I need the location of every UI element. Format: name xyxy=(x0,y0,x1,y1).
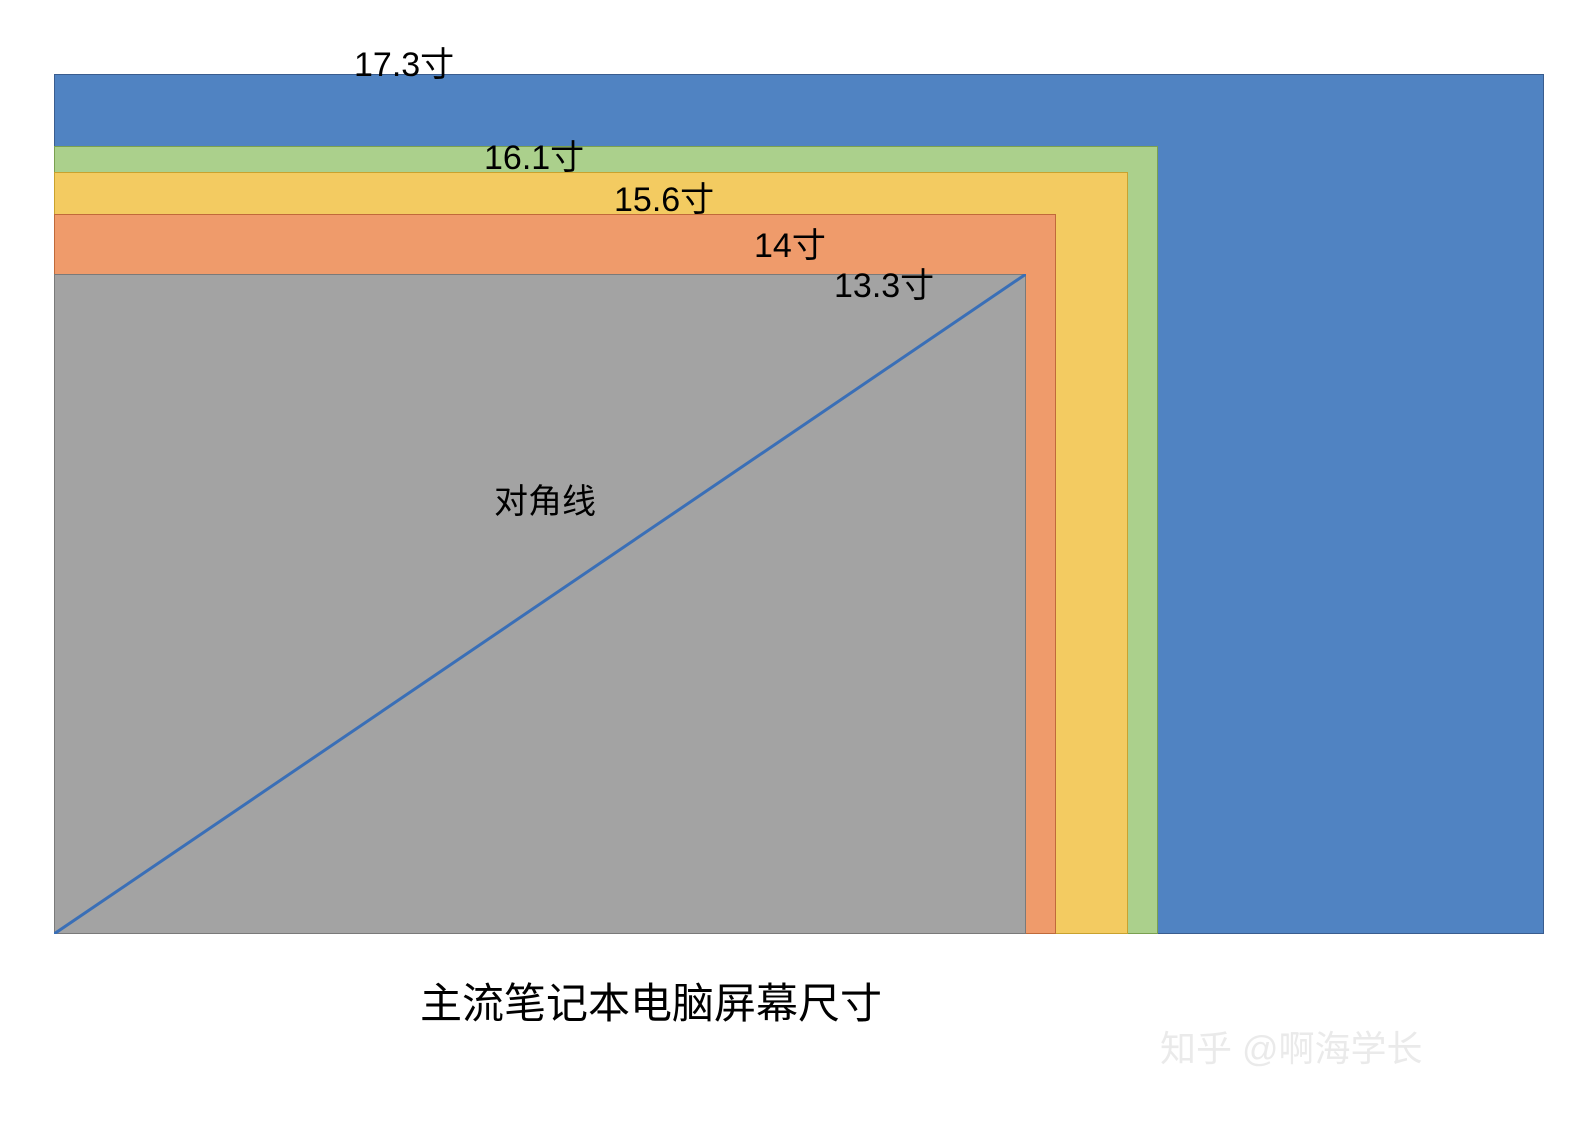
watermark-text: 知乎 @啊海学长 xyxy=(1160,1020,1423,1072)
size-label-17.3: 17.3寸 xyxy=(354,37,454,86)
size-label-16.1: 16.1寸 xyxy=(484,130,584,179)
caption-text: 主流笔记本电脑屏幕尺寸 xyxy=(420,970,882,1031)
screen-size-stack: 对角线 17.3寸16.1寸15.6寸14寸13.3寸 xyxy=(54,74,1544,934)
diagonal-label: 对角线 xyxy=(494,474,596,523)
size-label-13.3: 13.3寸 xyxy=(834,258,934,307)
size-label-14: 14寸 xyxy=(754,218,826,267)
size-label-15.6: 15.6寸 xyxy=(614,172,714,221)
screen-rect-13.3 xyxy=(54,274,1026,934)
